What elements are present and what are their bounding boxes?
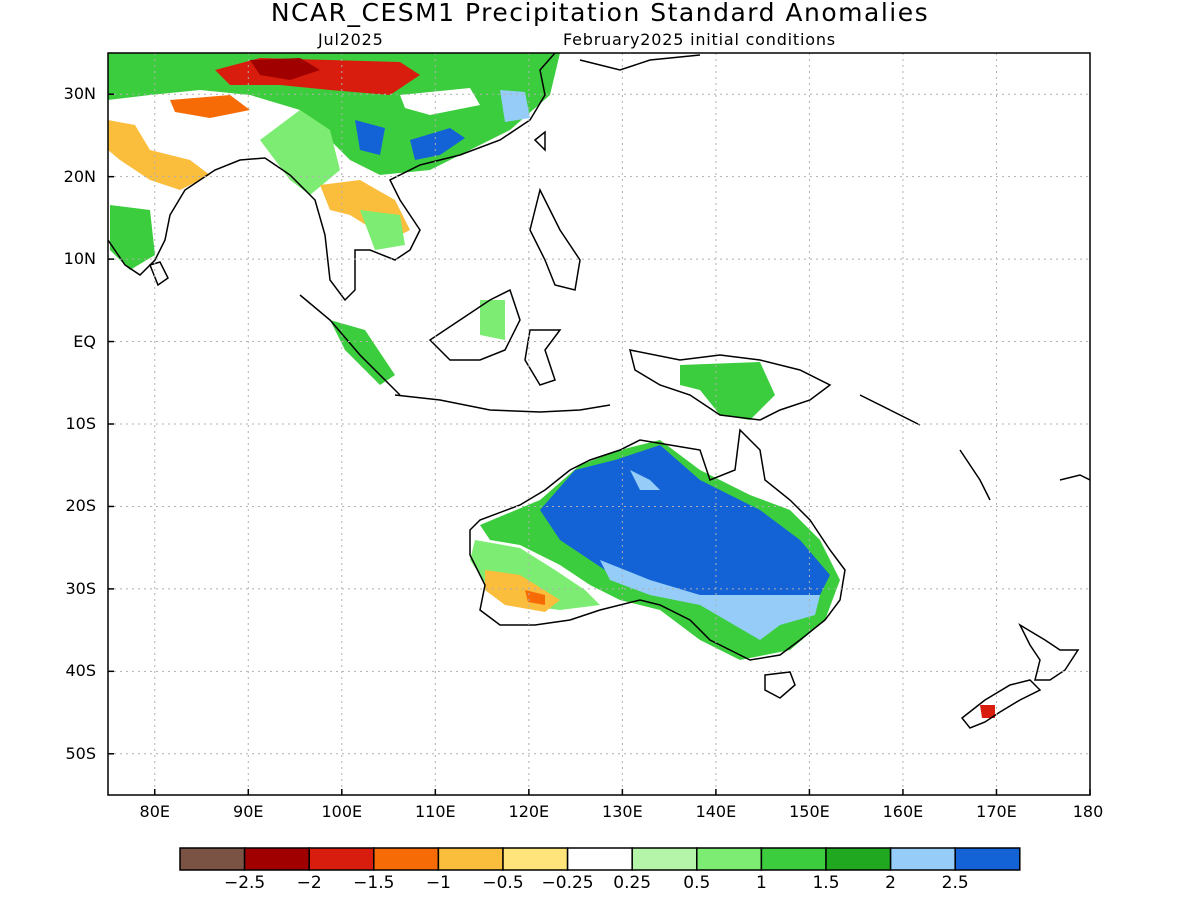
- anomaly-lightgreen-asia: [260, 110, 340, 195]
- colorbar: [179, 847, 1021, 871]
- lon-label: 140E: [695, 802, 737, 821]
- lat-label: 10N: [63, 249, 96, 269]
- anomaly-green-sumatra: [330, 320, 395, 385]
- colorbar-label: −0.5: [482, 873, 524, 893]
- anomaly-orange-india: [108, 120, 210, 190]
- lon-label: 130E: [602, 802, 643, 821]
- coastline-new-guinea: [628, 349, 832, 421]
- lat-label: 30N: [63, 84, 96, 104]
- anomaly-green-borneo: [480, 300, 505, 340]
- colorbar-label: 1: [755, 873, 767, 893]
- colorbar-swatch: [373, 847, 440, 871]
- colorbar-swatch: [502, 847, 569, 871]
- coastline-sri-lanka: [148, 261, 169, 287]
- colorbar-swatch: [566, 847, 633, 871]
- coastline-taiwan: [533, 130, 546, 152]
- anomaly-lightblue-east-china: [500, 90, 530, 122]
- lon-label: 180: [1072, 802, 1104, 821]
- lat-label: 20S: [65, 496, 96, 516]
- lat-label: 20N: [63, 166, 96, 186]
- coastline-borneo: [428, 288, 521, 361]
- coastline-solomon: [859, 394, 921, 426]
- lon-label: 90E: [233, 802, 264, 821]
- anomaly-blue-china-east: [410, 128, 465, 160]
- coastline-sumatra: [299, 294, 401, 396]
- lat-label: 50S: [65, 743, 96, 763]
- colorbar-swatch: [760, 847, 827, 871]
- colorbar-label: 1.5: [812, 873, 840, 893]
- anomaly-blue-china: [355, 120, 385, 155]
- colorbar-swatch: [696, 847, 763, 871]
- coastline-asia: [108, 53, 556, 302]
- colorbar-swatch: [437, 847, 504, 871]
- coastline-philippines: [529, 187, 581, 291]
- coastline-new-zealand-south: [960, 679, 1042, 729]
- forecast-month: Jul2025: [318, 30, 384, 49]
- lon-label: 110E: [415, 802, 456, 821]
- lat-label: EQ: [73, 331, 96, 351]
- lat-label: 10S: [65, 414, 96, 433]
- anomaly-red-western-australia: [525, 590, 545, 605]
- coastline-java: [394, 394, 611, 413]
- colorbar-label: −1.5: [353, 873, 395, 893]
- anomaly-white-china: [400, 88, 480, 115]
- coastlines: [108, 53, 1090, 729]
- colorbar-label: −1: [425, 873, 451, 893]
- lat-label: 30S: [65, 578, 96, 598]
- anomaly-green-newguinea: [680, 362, 775, 420]
- colorbar-label: 0.5: [683, 873, 711, 893]
- anomaly-green-indochina: [360, 210, 405, 250]
- colorbar-swatch: [954, 847, 1021, 871]
- coastline-new-zealand-north: [1018, 623, 1080, 681]
- anomaly-lightblue-australia-north: [630, 470, 660, 490]
- colorbar-swatch: [308, 847, 375, 871]
- coastline-sulawesi: [524, 329, 562, 386]
- coastline-fiji: [1059, 474, 1090, 481]
- colorbar-label: 0.25: [613, 873, 652, 893]
- anomaly-green-india: [110, 205, 155, 270]
- lon-label: 170E: [976, 802, 1017, 821]
- colorbar-swatch: [825, 847, 892, 871]
- colorbar-label: −0.25: [541, 873, 594, 893]
- colorbar-label: 2.5: [941, 873, 969, 893]
- colorbar-label: −2: [296, 873, 322, 893]
- coastline-japan: [579, 54, 701, 71]
- lon-label: 150E: [789, 802, 830, 821]
- axis-ticks: [108, 93, 1091, 795]
- coastline-vanuatu: [959, 449, 991, 501]
- lat-label: 40S: [65, 661, 96, 681]
- anomaly-orange-himalaya: [170, 95, 250, 118]
- coastline-australia: [469, 428, 846, 661]
- map-title: NCAR_CESM1 Precipitation Standard Anomal…: [270, 0, 930, 27]
- graticule: [108, 53, 1090, 795]
- colorbar-label: 2: [885, 873, 896, 893]
- coastline-tasmania: [764, 671, 796, 699]
- colorbar-swatch: [631, 847, 698, 871]
- colorbar-swatch: [243, 847, 310, 871]
- lon-label: 160E: [882, 802, 924, 821]
- colorbar-label: −2.5: [223, 873, 266, 893]
- colorbar-swatch: [179, 847, 246, 871]
- lon-label: 120E: [508, 802, 550, 821]
- initial-conditions: February2025 initial conditions: [563, 30, 836, 49]
- lon-label: 80E: [139, 802, 170, 821]
- colorbar-swatch: [889, 847, 956, 871]
- lon-label: 100E: [321, 802, 363, 821]
- anomaly-red-new-zealand: [980, 705, 995, 718]
- anomaly-field: [108, 53, 995, 718]
- anomaly-lightblue-australia: [600, 560, 820, 640]
- anomaly-darkred-himalaya: [250, 58, 320, 80]
